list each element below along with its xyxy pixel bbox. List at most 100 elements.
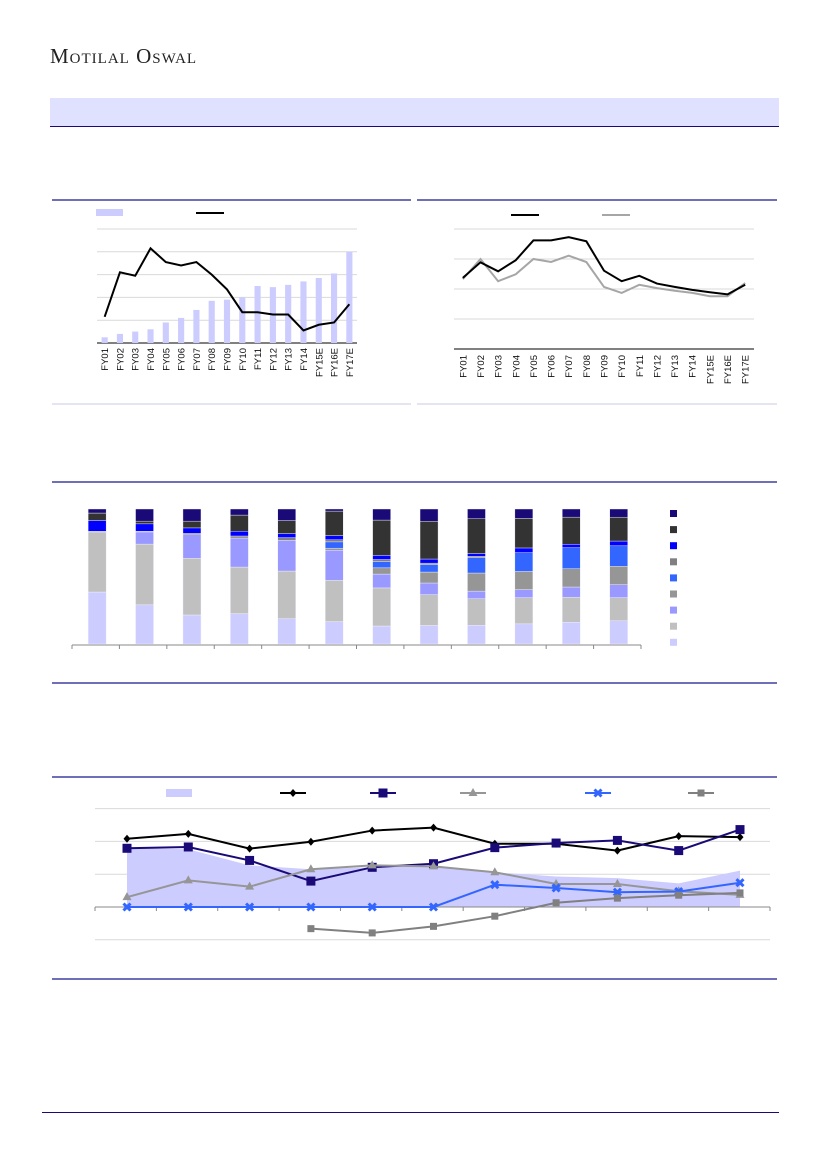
bar-segment: [562, 547, 581, 569]
bar-segment: [514, 623, 534, 645]
bar: [208, 300, 215, 343]
legend-swatch: [670, 542, 677, 550]
legend-swatch: [670, 606, 677, 614]
x-tick-label: FY04: [511, 355, 522, 378]
bar: [300, 281, 307, 343]
bar-segment: [135, 508, 154, 522]
diamond-marker: [368, 826, 376, 835]
square-marker: [378, 788, 388, 798]
bar: [162, 322, 169, 343]
x-tick-label: FY02: [115, 348, 126, 371]
diamond-marker: [184, 829, 192, 838]
triangle-marker: [306, 864, 316, 873]
bar-segment: [372, 555, 391, 560]
bar-segment: [419, 571, 439, 584]
bar-segment: [562, 622, 581, 645]
triangle-marker: [122, 892, 132, 901]
bar-segment: [562, 508, 581, 518]
bar-segment: [514, 508, 534, 519]
x-tick-label: FY09: [600, 355, 611, 378]
bar: [101, 337, 108, 343]
x-tick-label: FY11: [635, 355, 646, 377]
bar-segment: [514, 518, 534, 549]
bar-segment: [467, 553, 486, 557]
square-marker: [491, 912, 499, 920]
diamond-marker: [307, 837, 315, 846]
bar: [223, 299, 231, 343]
bar: [254, 286, 261, 343]
bar-segment: [372, 573, 391, 589]
bar-segment: [135, 520, 154, 525]
square-marker: [306, 876, 316, 886]
x-marker: [183, 902, 193, 912]
bar: [331, 273, 338, 343]
bar-segment: [419, 625, 439, 645]
triangle-marker: [183, 875, 193, 884]
bar-segment: [277, 533, 297, 538]
bar-segment: [230, 531, 249, 537]
legend-swatch: [670, 526, 677, 534]
triangle-marker: [367, 860, 377, 869]
bar-segment: [609, 566, 628, 585]
bar-segment: [609, 540, 628, 547]
bar-segment: [87, 508, 107, 514]
bar-segment: [182, 533, 202, 535]
line-series: [462, 236, 746, 296]
bar-segment: [87, 531, 107, 593]
bar-segment: [562, 544, 581, 548]
bar: [116, 333, 123, 343]
x-tick-label: FY03: [131, 348, 142, 371]
square-marker: [490, 843, 500, 853]
bar-segment: [135, 604, 154, 645]
bar-segment: [325, 547, 344, 551]
x-tick-label: FY08: [582, 355, 593, 378]
legend-swatch: [670, 590, 677, 598]
bar-segment: [230, 514, 249, 532]
bar: [132, 331, 139, 343]
bar-segment: [182, 520, 202, 529]
bar-segment: [467, 572, 486, 592]
bar-segment: [467, 598, 486, 626]
bar-segment: [514, 552, 534, 572]
x-tick-label: FY10: [617, 355, 628, 378]
bar-segment: [325, 541, 344, 549]
x-tick-label: FY09: [223, 348, 234, 371]
x-marker: [735, 878, 745, 888]
x-tick-label: FY03: [494, 355, 505, 378]
bar-segment: [325, 510, 344, 536]
square-marker: [552, 899, 560, 907]
square-marker: [368, 929, 376, 937]
diamond-marker: [289, 789, 297, 797]
bar-segment: [419, 564, 439, 573]
x-tick-label: FY06: [177, 348, 188, 371]
bar-segment: [609, 508, 628, 518]
bar-segment: [182, 614, 202, 645]
x-tick-label: FY07: [192, 348, 203, 371]
x-tick-label: FY04: [146, 348, 157, 371]
square-marker: [122, 843, 132, 853]
legend-swatch: [670, 510, 677, 517]
line-series: [103, 246, 351, 332]
bar-segment: [419, 594, 439, 626]
bar-segment: [514, 547, 534, 553]
section-divider: [52, 776, 777, 778]
square-marker: [183, 842, 193, 852]
bar-segment: [372, 561, 391, 569]
bar-segment: [182, 527, 202, 534]
x-tick-label: FY12: [268, 348, 279, 371]
bar-segment: [467, 556, 486, 558]
x-marker: [306, 902, 316, 912]
bar-segment: [514, 589, 534, 598]
x-marker: [428, 902, 439, 912]
x-marker: [551, 883, 561, 893]
x-tick-label: FY13: [284, 348, 295, 371]
square-marker: [736, 889, 744, 897]
bar: [239, 297, 246, 343]
x-tick-label: FY05: [529, 355, 540, 378]
bar-segment: [514, 597, 534, 625]
bar-segment: [609, 620, 628, 645]
square-marker: [245, 855, 255, 865]
bar-segment: [325, 580, 344, 622]
bar-segment: [182, 508, 202, 522]
